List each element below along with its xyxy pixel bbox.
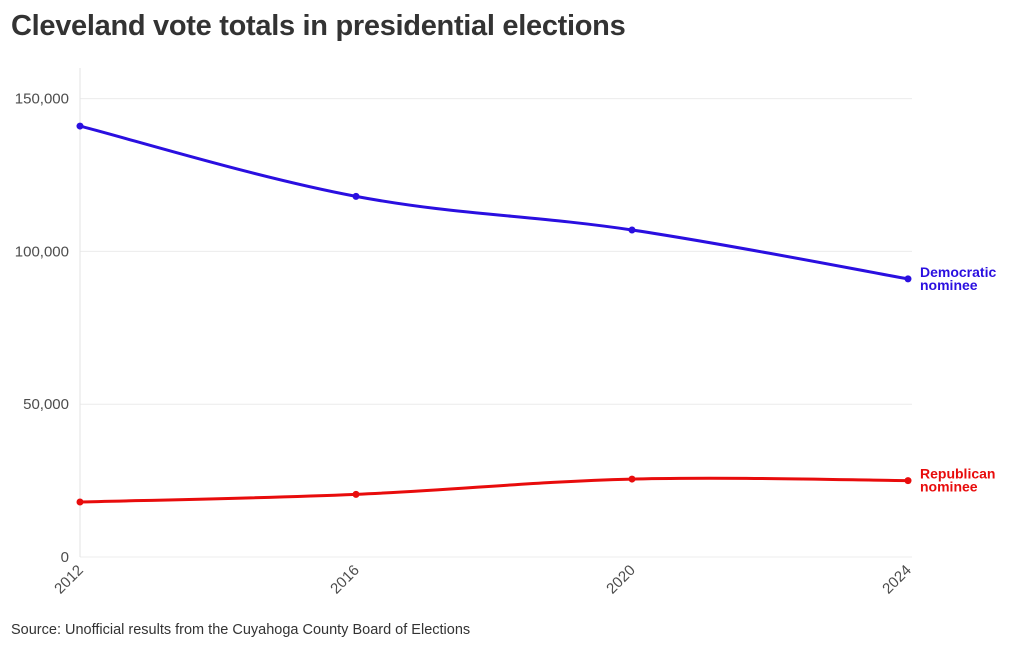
x-tick-label: 2016 xyxy=(327,562,363,598)
axes: 0 50,000 100,000 150,000 2012 2016 2020 2024 xyxy=(15,68,915,597)
chart-title: Cleveland vote totals in presidential el… xyxy=(11,10,626,42)
source-note: Source: Unofficial results from the Cuya… xyxy=(11,622,471,638)
y-tick-label: 150,000 xyxy=(15,91,69,108)
data-point xyxy=(352,192,360,200)
series-line-democratic xyxy=(79,124,909,281)
y-tick-label: 50,000 xyxy=(23,396,69,413)
data-point xyxy=(628,226,636,234)
series-label-line: Democratic xyxy=(920,264,996,280)
series-group xyxy=(76,122,912,506)
y-tick-label: 100,000 xyxy=(15,243,69,260)
y-tick-label: 0 xyxy=(61,549,69,566)
gridlines xyxy=(80,98,912,558)
x-tick-label: 2024 xyxy=(879,562,915,598)
data-point xyxy=(76,122,84,130)
series-label-democratic: Democratic nominee xyxy=(920,264,996,293)
x-tick-label: 2012 xyxy=(51,562,87,598)
series-label-line: nominee xyxy=(920,277,978,293)
data-point xyxy=(76,498,84,506)
data-point xyxy=(904,275,912,283)
x-tick-label: 2020 xyxy=(603,562,639,598)
series-label-line: nominee xyxy=(920,479,978,495)
data-point xyxy=(904,477,912,485)
series-label-republican: Republican nominee xyxy=(920,466,995,495)
data-point xyxy=(352,490,360,498)
data-point xyxy=(628,475,636,483)
series-line-republican xyxy=(79,476,909,504)
series-label-line: Republican xyxy=(920,466,995,482)
